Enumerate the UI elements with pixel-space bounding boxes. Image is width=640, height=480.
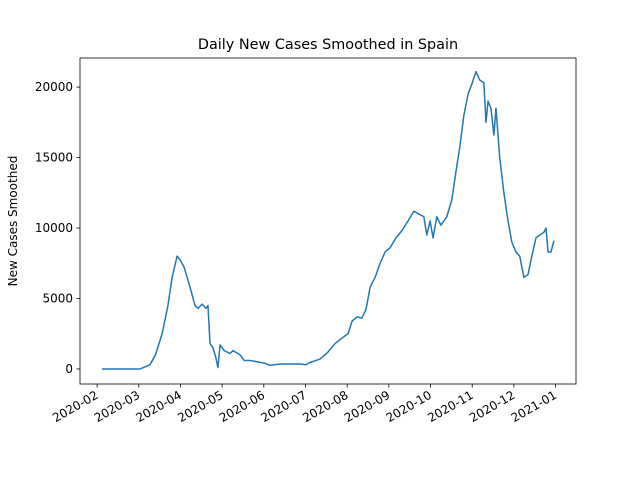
- y-tick-label: 20000: [35, 80, 73, 94]
- x-tick-label: 2020-08: [300, 388, 350, 425]
- y-tick-label: 5000: [42, 291, 73, 305]
- y-tick-label: 10000: [35, 221, 73, 235]
- x-tick-label: 2020-10: [384, 388, 434, 425]
- x-tick-label: 2020-09: [342, 388, 392, 425]
- x-tick-label: 2020-07: [259, 388, 309, 425]
- y-tick-label: 15000: [35, 151, 73, 165]
- y-tick-label: 0: [65, 362, 73, 376]
- plot-frame: [79, 57, 577, 385]
- y-axis-label: New Cases Smoothed: [6, 156, 20, 287]
- x-tick-label: 2020-02: [50, 388, 100, 425]
- x-tick-label: 2020-04: [134, 388, 184, 425]
- series-line: [102, 70, 555, 370]
- x-tick-label: 2020-05: [175, 388, 225, 425]
- x-tick-label: 2020-12: [467, 388, 517, 425]
- x-tick-label: 2020-03: [92, 388, 142, 425]
- chart-title: Daily New Cases Smoothed in Spain: [198, 37, 458, 53]
- x-tick-label: 2020-06: [217, 388, 267, 425]
- x-tick-label: 2020-11: [425, 388, 475, 425]
- x-tick-label: 2021-01: [509, 388, 559, 425]
